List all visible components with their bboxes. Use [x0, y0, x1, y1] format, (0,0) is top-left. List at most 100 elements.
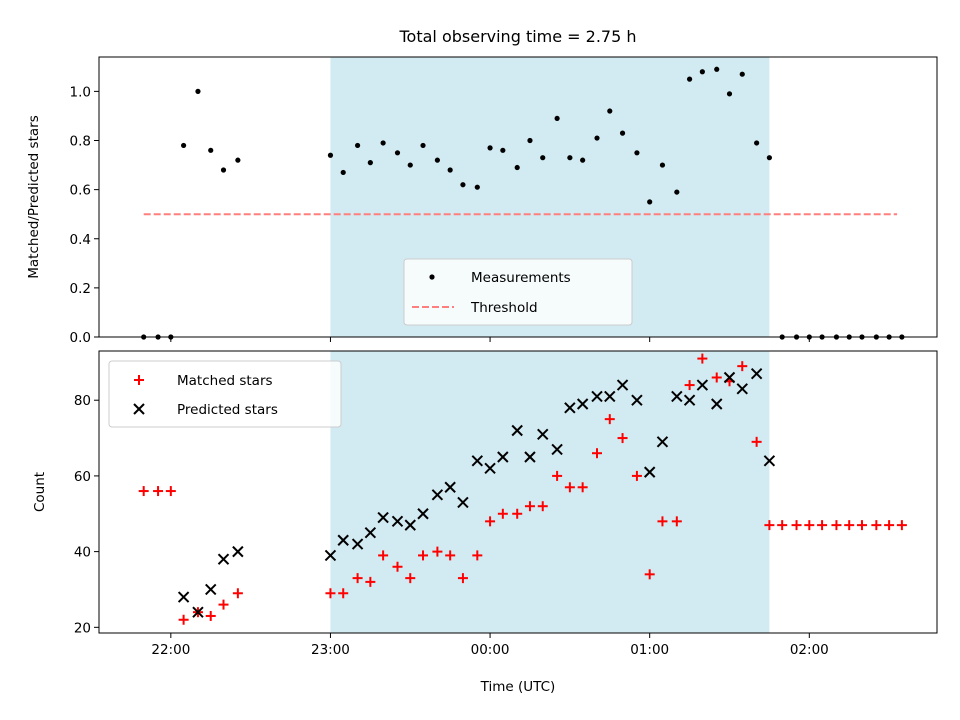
- predicted-star-point: [524, 451, 536, 463]
- legend-label-threshold: Threshold: [470, 300, 538, 316]
- measurement-point: [235, 157, 241, 163]
- measurement-point: [674, 189, 680, 195]
- matched-star-point: [896, 520, 907, 531]
- measurement-point: [607, 108, 613, 114]
- predicted-star-point: [683, 394, 696, 406]
- matched-star-point: [178, 614, 189, 625]
- matched-star-point: [697, 353, 708, 364]
- matched-star-point: [485, 516, 496, 527]
- matched-star-point: [138, 486, 149, 497]
- measurement-point: [754, 140, 760, 146]
- matched-star-point: [844, 520, 855, 531]
- measurement-point: [367, 160, 373, 166]
- predicted-star-point: [192, 606, 204, 618]
- predicted-star-point: [643, 466, 656, 478]
- ratio-marks: [141, 66, 905, 340]
- matched-star-point: [856, 520, 867, 531]
- matched-star-point: [457, 573, 468, 584]
- predicted-star-point: [750, 368, 763, 380]
- matched-star-point: [791, 520, 802, 531]
- matched-star-point: [592, 448, 603, 459]
- y-tick-label: 40: [74, 545, 91, 561]
- legend-label-measurements: Measurements: [471, 270, 571, 286]
- plot-frame-top: [98, 56, 938, 338]
- matched-star-point: [577, 482, 588, 493]
- predicted-star-point: [444, 481, 456, 493]
- legend-label-matched: Matched stars: [177, 373, 273, 389]
- measurement-point: [420, 142, 426, 149]
- measurement-point: [567, 155, 573, 161]
- matched-star-point: [218, 599, 229, 610]
- y-axis-label-top: Matched/Predicted stars: [26, 115, 42, 278]
- predicted-star-point: [696, 379, 709, 391]
- predicted-star-point: [671, 390, 683, 403]
- matched-star-point: [537, 501, 548, 512]
- x-axis-ticks-top: [170, 337, 810, 342]
- y-tick-label: 0.6: [70, 183, 91, 199]
- y-tick-label: 0.0: [70, 330, 91, 346]
- predicted-star-point: [484, 462, 496, 475]
- predicted-star-point: [177, 591, 190, 603]
- predicted-star-point: [431, 489, 444, 501]
- measurement-point: [180, 142, 187, 149]
- measurement-point: [487, 145, 493, 151]
- matched-star-point: [604, 414, 615, 425]
- predicted-star-point: [377, 511, 389, 524]
- predicted-star-point: [232, 545, 244, 558]
- x-tick-label: 22:00: [151, 642, 190, 658]
- y-tick-label: 0.4: [70, 232, 91, 248]
- y-tick-label: 20: [74, 620, 91, 636]
- measurement-point: [619, 130, 626, 136]
- matched-star-point: [352, 573, 363, 584]
- measurement-point: [726, 91, 733, 97]
- measurement-point: [514, 164, 520, 171]
- matched-star-point: [884, 520, 895, 531]
- matched-star-point: [472, 550, 483, 561]
- measurement-point: [766, 155, 773, 161]
- matched-star-point: [617, 433, 628, 444]
- plot-frame-bottom: [98, 350, 938, 634]
- matched-star-point: [418, 550, 429, 561]
- predicted-star-point: [511, 424, 523, 437]
- x-tick-label: 02:00: [790, 642, 829, 658]
- x-tick-label: 00:00: [471, 642, 510, 658]
- measurement-point: [500, 147, 506, 153]
- measurement-point: [686, 76, 693, 82]
- predicted-star-point: [604, 390, 616, 403]
- y-axis-ticks-top: 0.0 0.2 0.4 0.6 0.8 1.0: [70, 84, 99, 346]
- matched-star-point: [524, 501, 535, 512]
- measurement-point: [474, 184, 480, 190]
- predicted-star-point: [364, 526, 377, 539]
- matched-star-point: [817, 520, 828, 531]
- measurement-point: [394, 150, 401, 156]
- predicted-star-point: [417, 508, 429, 520]
- predicted-star-point: [723, 371, 736, 384]
- measurement-point: [460, 182, 466, 188]
- matched-star-point: [378, 550, 389, 561]
- legend-label-predicted: Predicted stars: [177, 402, 278, 418]
- matched-star-point: [365, 576, 376, 587]
- panel-counts: 20 40 60 80 22:00 23:00 00:00 01:00 02:00 Time …: [32, 350, 938, 695]
- predicted-star-point: [564, 402, 576, 414]
- measurement-point: [594, 135, 600, 141]
- measurement-point: [659, 162, 666, 168]
- matched-star-point: [644, 569, 655, 580]
- matched-star-point: [657, 516, 668, 527]
- predicted-star-point: [497, 451, 509, 463]
- matched-star-point: [552, 470, 563, 481]
- count-marks: [138, 353, 907, 625]
- predicted-star-point: [205, 583, 217, 596]
- matched-star-point: [831, 520, 842, 531]
- matched-star-point: [497, 508, 508, 519]
- matched-star-point: [512, 508, 523, 519]
- measurement-point: [527, 137, 533, 144]
- matched-star-point: [737, 361, 748, 372]
- measurement-point: [327, 152, 334, 158]
- y-tick-label: 60: [74, 469, 91, 485]
- matched-star-point: [232, 588, 243, 599]
- predicted-star-point: [551, 443, 563, 456]
- matched-star-point: [153, 486, 164, 497]
- observing-window-shade: [330, 351, 770, 633]
- predicted-star-point: [576, 398, 589, 410]
- measurement-point: [647, 199, 653, 205]
